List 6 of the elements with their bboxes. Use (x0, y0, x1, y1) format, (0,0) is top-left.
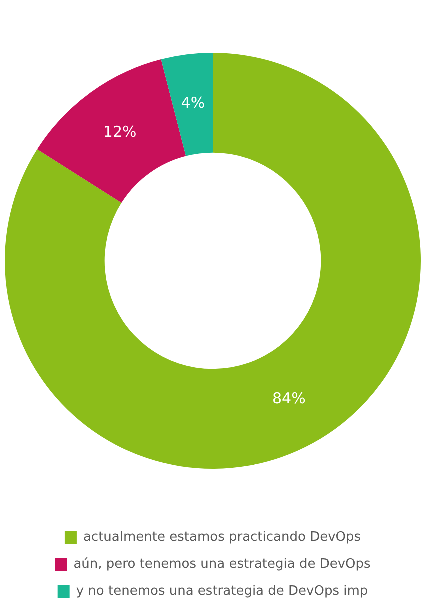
legend-label: y no tenemos una estrategia de DevOps imp (76, 584, 368, 599)
data-label: 84% (272, 389, 306, 408)
data-label: 4% (181, 94, 206, 112)
legend-label: actualmente estamos practicando DevOps (83, 530, 362, 545)
data-label: 12% (103, 123, 137, 141)
legend-label: aún, pero tenemos una estrategia de DevOps (74, 556, 372, 572)
